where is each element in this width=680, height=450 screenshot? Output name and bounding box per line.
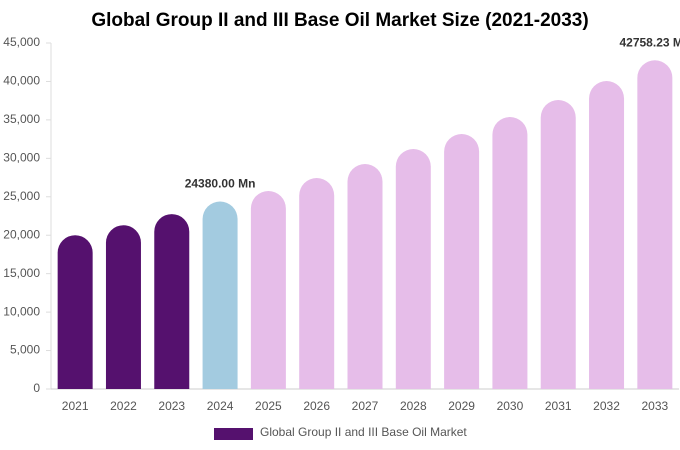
y-tick-label: 15,000 (3, 266, 40, 280)
y-tick-label: 5,000 (10, 343, 40, 357)
bar (637, 60, 673, 389)
bar (540, 100, 576, 389)
data-label: 24380.00 Mn (185, 177, 256, 191)
x-tick-label: 2026 (303, 399, 330, 413)
y-tick-label: 45,000 (3, 35, 40, 49)
bar (154, 214, 190, 389)
x-tick-label: 2033 (641, 399, 668, 413)
y-tick-label: 35,000 (3, 112, 40, 126)
legend-swatch (214, 428, 253, 440)
bar (347, 164, 383, 389)
bar (299, 178, 335, 389)
x-tick-label: 2023 (158, 399, 185, 413)
y-tick-label: 40,000 (3, 74, 40, 88)
y-tick-label: 30,000 (3, 151, 40, 165)
bar (492, 117, 528, 389)
bar (202, 201, 238, 389)
bar (395, 149, 431, 389)
x-tick-label: 2030 (497, 399, 524, 413)
y-tick-label: 25,000 (3, 189, 40, 203)
x-tick-label: 2032 (593, 399, 620, 413)
x-tick-label: 2025 (255, 399, 282, 413)
legend-label: Global Group II and III Base Oil Market (260, 425, 467, 439)
x-tick-label: 2022 (110, 399, 137, 413)
bar (57, 235, 93, 389)
bar (250, 191, 286, 389)
x-tick-label: 2028 (400, 399, 427, 413)
bar (589, 81, 625, 389)
y-tick-label: 20,000 (3, 227, 40, 241)
x-tick-label: 2024 (207, 399, 234, 413)
bar (105, 225, 141, 389)
x-tick-label: 2029 (448, 399, 475, 413)
x-tick-label: 2031 (545, 399, 572, 413)
x-tick-label: 2027 (352, 399, 379, 413)
chart-title: Global Group II and III Base Oil Market … (91, 10, 588, 31)
bar (444, 134, 480, 389)
x-tick-label: 2021 (62, 399, 89, 413)
data-label: 42758.23 Mn (619, 35, 680, 49)
y-tick-label: 10,000 (3, 304, 40, 318)
y-tick-label: 0 (33, 381, 40, 395)
